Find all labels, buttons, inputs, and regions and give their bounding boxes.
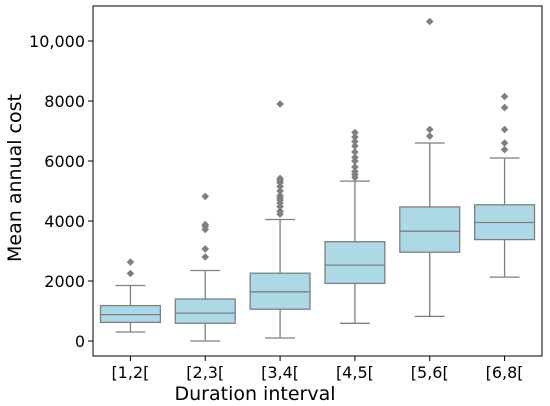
box-1 [99,258,161,333]
outlier-point [201,220,210,229]
box-4 [324,128,386,324]
x-tick-label: [5,6[ [411,363,449,382]
x-tick-label: [1,2[ [111,363,149,382]
outlier-point [500,139,509,147]
outlier-point [500,125,509,134]
outlier-point [351,163,359,171]
outlier-point [276,187,284,195]
y-tick-label: 10,000 [29,32,85,51]
outlier-point [425,132,434,140]
outlier-point [351,142,359,150]
box-6 [473,92,536,278]
outlier-point [425,125,434,134]
outlier-point [500,92,509,101]
boxes-group [99,17,536,342]
outlier-point [276,191,284,200]
outlier-point [351,148,359,156]
outlier-point [500,103,509,112]
box-5 [399,17,461,318]
outlier-point [201,192,210,201]
box-3 [249,100,311,339]
outlier-point [425,17,434,26]
outlier-point [351,167,359,176]
y-tick-label: 6000 [44,152,85,171]
iqr-box [324,241,386,285]
outlier-point [126,269,135,278]
y-tick-label: 4000 [44,212,85,231]
plot-frame [92,5,543,357]
outlier-point [351,153,359,162]
outlier-point [500,145,509,154]
x-axis: [1,2[ [2,3[ [3,4[ [4,5[ [5,6[ [6,8[ [111,356,524,382]
outlier-point [201,253,210,261]
x-tick-label: [2,3[ [186,363,224,382]
outlier-point [351,137,359,146]
y-axis: 0 2000 4000 6000 8000 10,000 [29,32,93,351]
outlier-point [351,133,359,141]
x-tick-label: [3,4[ [261,363,299,382]
x-tick-label: [4,5[ [336,363,374,382]
outlier-point [276,174,284,183]
y-tick-label: 0 [75,332,85,351]
outlier-point [126,258,135,266]
y-tick-label: 2000 [44,272,85,291]
outlier-point [201,245,210,253]
iqr-box [399,206,461,253]
x-tick-label: [6,8[ [486,363,524,382]
outlier-point [276,207,284,215]
iqr-box [174,298,236,324]
box-2 [174,192,236,342]
y-tick-label: 8000 [44,92,85,111]
outlier-point [276,182,284,191]
y-axis-title: Mean annual cost [4,94,26,262]
x-axis-title: Duration interval [175,383,336,405]
outlier-point [351,128,359,137]
outlier-point [276,100,284,108]
